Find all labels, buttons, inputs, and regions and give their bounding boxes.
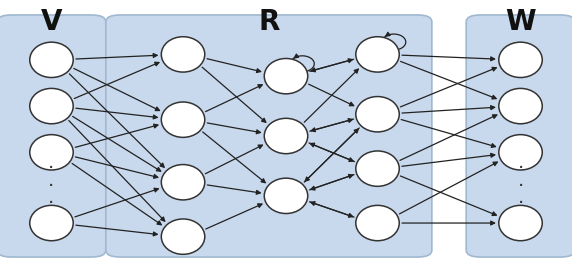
Text: ·
·
·: · · · [518, 159, 523, 213]
Text: R: R [258, 8, 280, 36]
Ellipse shape [30, 135, 73, 170]
Ellipse shape [161, 165, 205, 200]
Ellipse shape [499, 135, 542, 170]
Ellipse shape [499, 42, 542, 78]
FancyBboxPatch shape [466, 15, 572, 257]
Ellipse shape [30, 42, 73, 78]
Text: ·
·
·: · · · [49, 159, 54, 213]
FancyBboxPatch shape [106, 15, 432, 257]
Ellipse shape [356, 151, 399, 186]
Text: W: W [505, 8, 536, 36]
Ellipse shape [30, 88, 73, 124]
Ellipse shape [264, 118, 308, 154]
Ellipse shape [356, 37, 399, 72]
Ellipse shape [499, 205, 542, 241]
Ellipse shape [161, 102, 205, 137]
FancyBboxPatch shape [0, 15, 106, 257]
Ellipse shape [499, 88, 542, 124]
Ellipse shape [356, 97, 399, 132]
Ellipse shape [264, 178, 308, 214]
Ellipse shape [161, 219, 205, 254]
Ellipse shape [356, 205, 399, 241]
Ellipse shape [161, 37, 205, 72]
Ellipse shape [264, 58, 308, 94]
Text: V: V [41, 8, 62, 36]
Ellipse shape [30, 205, 73, 241]
